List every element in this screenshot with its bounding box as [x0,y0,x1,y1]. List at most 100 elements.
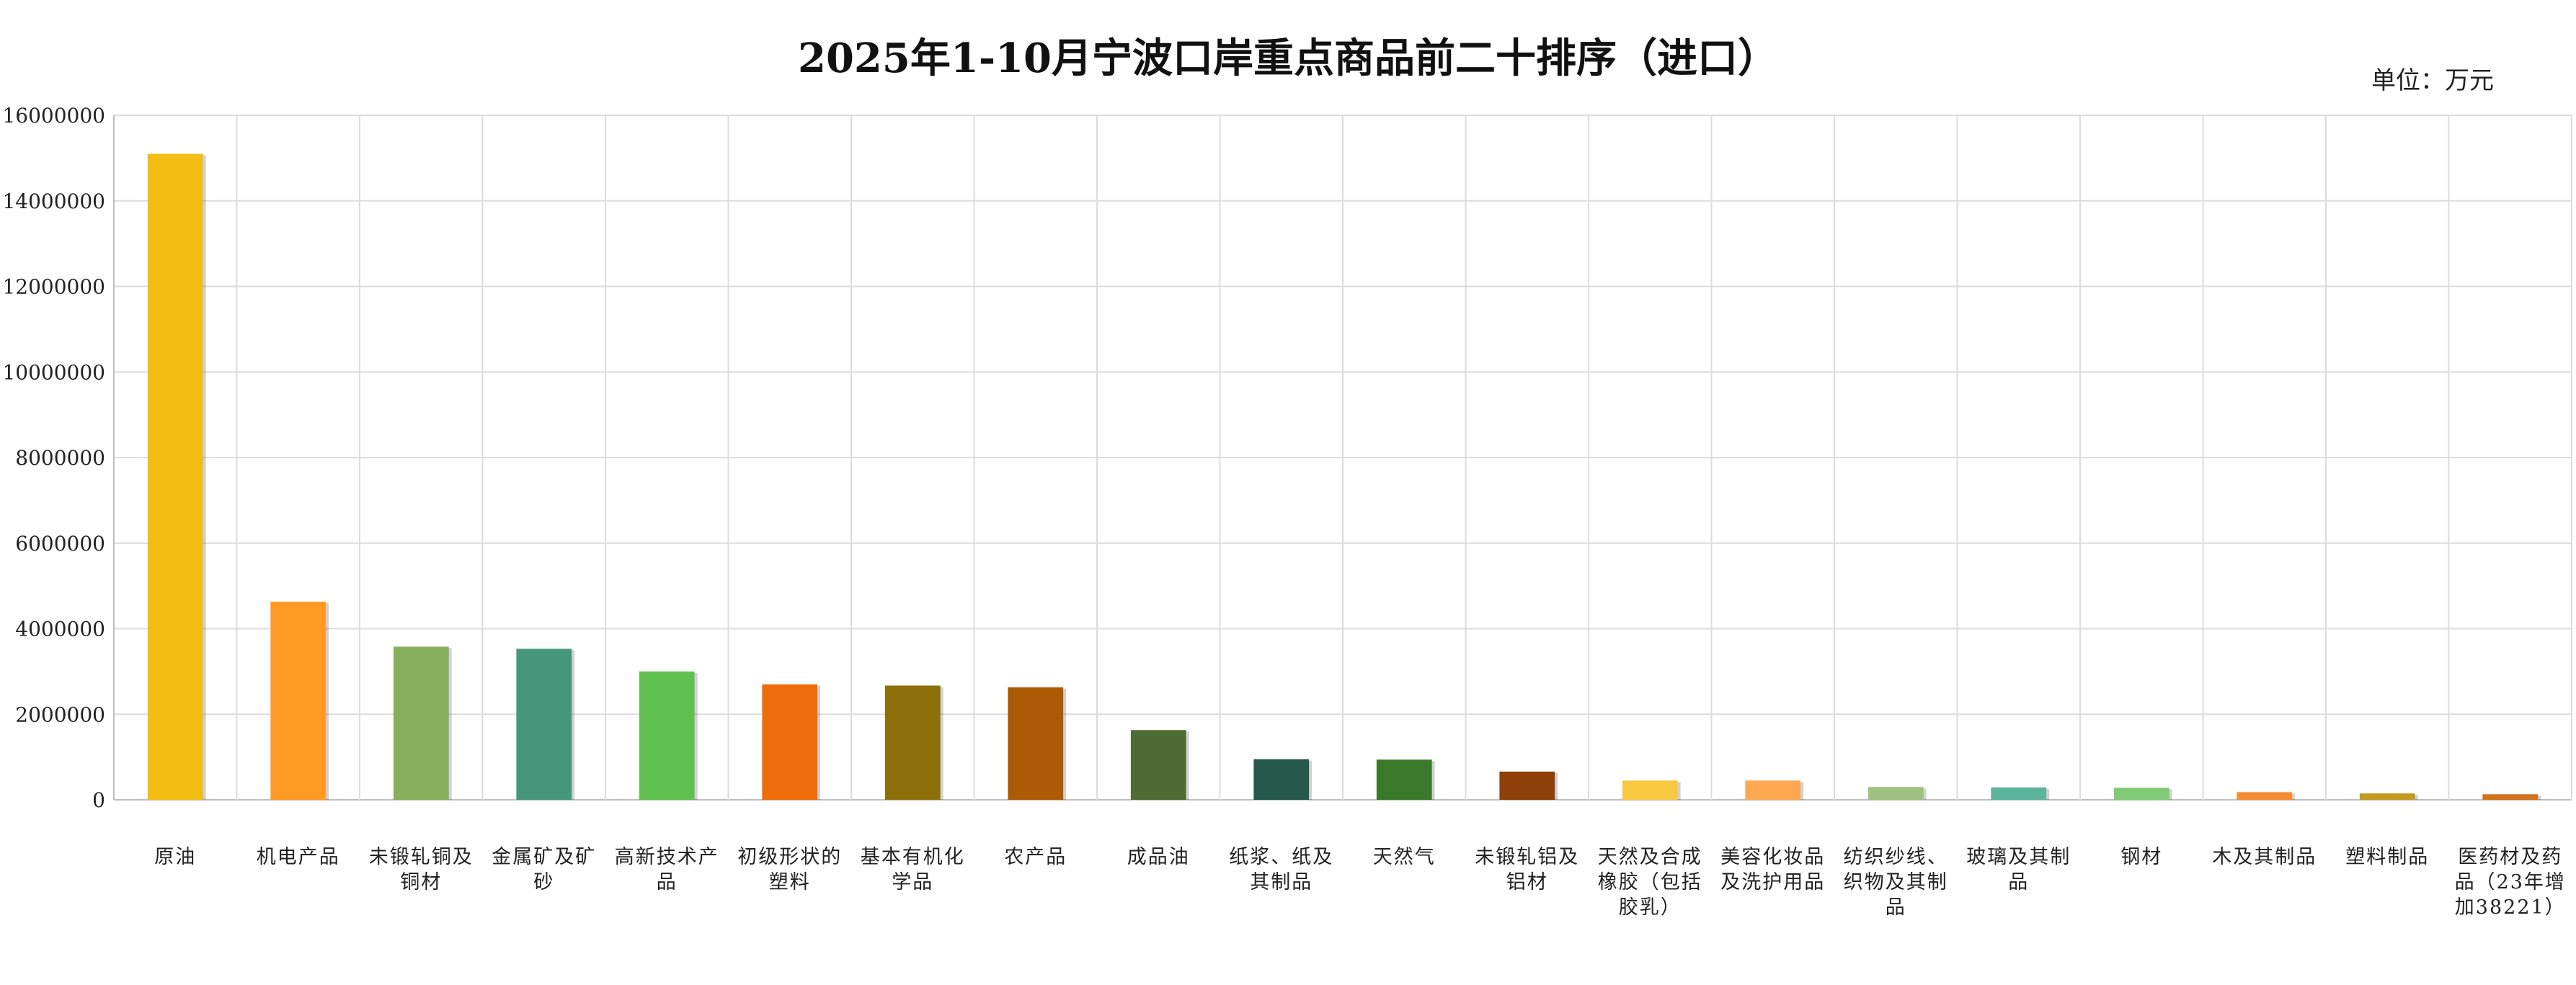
bar [1622,780,1681,800]
category-label: 基本有机化学品 [861,846,965,893]
category-label-line: 成品油 [1127,846,1190,868]
category-label-line: 及洗护用品 [1720,871,1825,893]
y-tick-label: 14000000 [2,190,105,213]
category-label: 木及其制品 [2212,846,2317,868]
category-label: 美容化妆品及洗护用品 [1720,846,1825,893]
category-label-line: 纺织纱线、 [1844,846,1948,868]
category-label-line: 美容化妆品 [1720,846,1825,868]
category-label-line: 原油 [154,846,196,868]
bar-rect [1991,787,2047,800]
bar-rect [2237,792,2293,800]
category-label-line: 钢材 [2120,846,2162,868]
bar [639,671,698,800]
category-label-line: 玻璃及其制 [1966,846,2071,868]
bar-rect [516,649,572,800]
y-tick-label: 8000000 [15,446,105,470]
category-label-line: 塑料制品 [2345,846,2429,868]
category-label-line: 织物及其制 [1844,871,1948,893]
bar [1376,759,1435,800]
x-axis-categories: 原油 机电产品 未锻轧铜及铜材金属矿及矿砂高新技术产品初级形状的塑料基本有机化学品农… [154,846,2566,919]
category-label: 农产品 [1004,846,1067,868]
bar [884,685,943,800]
category-label-line: 砂 [533,871,554,893]
category-label-line: 机电产品 [257,846,340,868]
category-label-line: 医药材及药 [2458,846,2562,868]
category-label-line: 学品 [892,871,933,893]
bar-rect [1008,687,1064,800]
bar-rect [1253,759,1310,800]
category-label: 医药材及药品（23年增加38221） [2455,846,2566,919]
category-label: 钢材 [2120,846,2162,868]
bar [393,646,452,800]
bar-rect [2359,793,2415,800]
bar-rect [2113,788,2169,800]
bar [762,684,821,800]
bar-rect [1499,771,1555,800]
category-label-line: 铝材 [1506,871,1548,893]
bar [1253,759,1313,800]
category-label: 成品油 [1127,846,1190,868]
bars [147,153,2541,800]
category-label-line: 胶乳） [1619,896,1682,919]
category-label-line: 初级形状的 [737,846,842,868]
bar-rect [1867,787,1924,800]
y-tick-label: 2000000 [15,703,105,726]
bar [2113,788,2172,800]
bar-rect [270,602,327,800]
bar [2359,793,2418,800]
category-label: 高新技术产品 [615,846,719,893]
category-label-line: 基本有机化 [861,846,965,868]
category-label-line: 塑料 [769,871,811,893]
y-tick-label: 12000000 [2,275,105,299]
category-label: 纸浆、纸及其制品 [1229,846,1333,893]
bar [2482,794,2541,800]
category-label-line: 未锻轧铝及 [1475,846,1579,868]
grid-layer [113,115,2572,801]
y-tick-label: 0 [92,788,105,812]
category-label-line: 未锻轧铜及 [369,846,474,868]
bar [516,649,575,800]
category-label-line: 其制品 [1250,871,1313,893]
category-label-line: 品 [1886,896,1906,919]
y-tick-label: 16000000 [2,104,105,128]
bar [1008,687,1067,800]
bar-rect [884,685,941,800]
category-label: 纺织纱线、织物及其制品 [1844,846,1948,919]
category-label-line: 天然及合成 [1598,846,1702,868]
category-label-line: 农产品 [1004,846,1067,868]
bar-rect [1622,780,1678,800]
chart-title: 2025年1-10月宁波口岸重点商品前二十排序（进口） [798,35,1778,82]
category-label: 初级形状的塑料 [737,846,842,893]
category-label: 天然及合成橡胶（包括胶乳） [1598,846,1702,919]
category-label-line: 品（23年增 [2455,871,2566,893]
unit-label: 单位：万元 [2371,66,2494,95]
category-label-line: 加38221） [2455,896,2566,919]
bar [147,153,206,800]
bar-rect [762,684,818,800]
bar [1867,787,1927,800]
category-label: 塑料制品 [2345,846,2429,868]
category-label: 机电产品 [257,846,340,868]
bar [1991,787,2050,800]
category-label-line: 高新技术产 [615,846,719,868]
category-label-line: 橡胶（包括 [1598,871,1702,893]
bar-rect [639,671,695,800]
bar-rect [147,153,203,800]
category-label: 天然气 [1373,846,1436,868]
category-label: 未锻轧铝及铝材 [1475,846,1579,893]
category-label-line: 木及其制品 [2212,846,2317,868]
bar-rect [393,646,449,800]
category-label-line: 天然气 [1373,846,1436,868]
bar-rect [2482,794,2539,800]
bar [1130,730,1189,800]
category-label: 未锻轧铜及铜材 [369,846,474,893]
y-tick-label: 4000000 [15,618,105,641]
y-tick-label: 10000000 [2,360,105,384]
category-label: 玻璃及其制品 [1966,846,2071,893]
category-label-line: 金属矿及矿 [492,846,596,868]
bar-rect [1130,730,1186,800]
category-label: 金属矿及矿砂 [492,846,596,893]
y-tick-label: 6000000 [15,532,105,556]
